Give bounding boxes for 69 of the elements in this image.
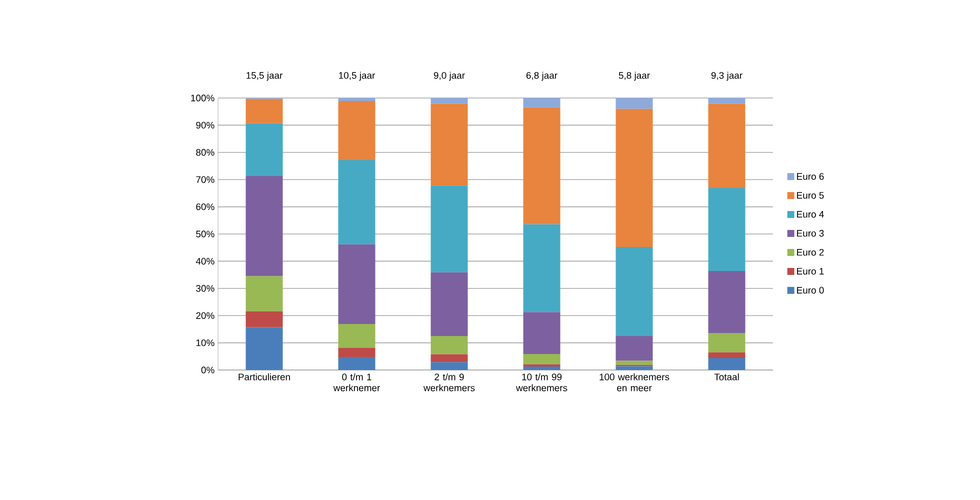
legend-label: Euro 0	[797, 286, 824, 294]
bar	[338, 100, 376, 160]
legend-label: Euro 5	[797, 192, 824, 199]
bar	[430, 362, 468, 370]
bar	[523, 98, 560, 108]
text: 5,8 jaar	[618, 72, 650, 81]
x-tick-label: Totaal	[714, 373, 739, 380]
text: 9,3 jaar	[711, 72, 742, 81]
y-tick-label: 90%	[196, 122, 214, 129]
bar	[523, 354, 560, 364]
x-tick-label: Particulieren	[238, 373, 290, 380]
bar	[708, 98, 746, 104]
bar	[430, 186, 468, 272]
bar	[246, 123, 283, 176]
x-tick-label: 2 t/m 9 werknemers	[423, 373, 475, 392]
bar	[708, 188, 746, 271]
y-tick-label: 10%	[196, 339, 214, 346]
y-tick-label: 50%	[196, 230, 214, 238]
bar	[338, 98, 376, 101]
bar	[616, 247, 653, 336]
y-tick-label: 100%	[191, 94, 214, 102]
y-tick-label: 0%	[201, 366, 214, 374]
bar	[523, 312, 560, 354]
y-tick-label: 60%	[196, 203, 214, 210]
legend-label: Euro 4	[797, 211, 824, 218]
bar	[523, 366, 560, 370]
bar	[430, 104, 468, 186]
legend-label: Euro 2	[797, 248, 824, 256]
legend-label: Euro 1	[797, 268, 824, 275]
bar	[430, 354, 468, 362]
bar	[430, 98, 468, 104]
bar	[246, 276, 283, 312]
bar	[338, 244, 376, 324]
bar	[430, 336, 468, 354]
y-tick-label: 70%	[196, 176, 214, 183]
x-tick-label: 100 werknemers en meer	[600, 373, 670, 392]
bar	[616, 98, 653, 109]
bar	[523, 224, 560, 312]
bar	[708, 270, 746, 334]
bar	[616, 336, 653, 361]
x-tick-label: 10 t/m 99 werknemers	[516, 373, 568, 392]
bar	[708, 352, 746, 358]
x-tick-label: 0 t/m 1 werknemer	[333, 373, 380, 392]
bar	[708, 333, 746, 352]
bar	[616, 366, 653, 370]
legend-label: Euro 6	[797, 173, 824, 180]
bar	[338, 324, 376, 348]
bar	[338, 348, 376, 357]
y-tick-label: 40%	[196, 258, 214, 265]
text: 9,0 jaar	[434, 72, 465, 81]
text: 15,5 jaar	[246, 72, 282, 81]
bar	[246, 327, 283, 370]
bar	[708, 358, 746, 370]
bar	[246, 176, 283, 276]
text: 10,5 jaar	[339, 72, 376, 81]
bar	[338, 160, 376, 244]
bar	[246, 311, 283, 328]
y-tick-label: 80%	[196, 149, 214, 156]
y-tick-label: 30%	[196, 285, 214, 292]
bar	[430, 272, 468, 336]
text: 6,8 jaar	[526, 72, 558, 81]
bar	[616, 108, 653, 248]
bar	[246, 98, 283, 124]
bar	[338, 356, 376, 370]
y-tick-label: 20%	[196, 312, 214, 319]
bar	[523, 107, 560, 224]
bar	[708, 104, 746, 188]
legend-label: Euro 3	[797, 230, 824, 237]
bar	[616, 360, 653, 365]
